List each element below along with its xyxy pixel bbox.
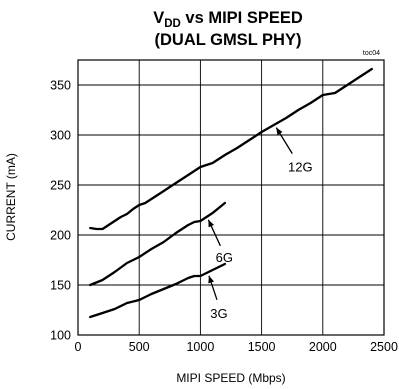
series-label-6g: 6G bbox=[216, 250, 233, 265]
x-tick-label: 500 bbox=[129, 340, 150, 354]
annotations: 12G 6G 3G bbox=[207, 127, 313, 321]
series-label-12g: 12G bbox=[288, 160, 313, 175]
y-tick-label: 150 bbox=[50, 279, 71, 293]
y-tick-label: 100 bbox=[50, 329, 71, 343]
series-line-3g bbox=[89, 262, 227, 319]
series-line-12g bbox=[89, 67, 373, 231]
plot-frame bbox=[77, 59, 385, 336]
y-tick-label: 250 bbox=[50, 179, 71, 193]
y-axis-label: CURRENT (mA) bbox=[4, 153, 18, 241]
annotation-arrowhead-12g bbox=[276, 127, 283, 136]
x-tick-label: 1000 bbox=[186, 340, 214, 354]
figure-tag: toc04 bbox=[363, 50, 380, 57]
y-tick-label: 200 bbox=[50, 229, 71, 243]
x-axis-label: MIPI SPEED (Mbps) bbox=[176, 371, 285, 385]
x-tick-label: 2500 bbox=[370, 340, 398, 354]
y-tick-labels: 100 150 200 250 300 350 bbox=[50, 79, 71, 343]
series-label-3g: 3G bbox=[210, 306, 227, 321]
grid bbox=[78, 60, 384, 335]
annotation-arrowhead-3g bbox=[208, 275, 214, 284]
x-tick-label: 2000 bbox=[309, 340, 337, 354]
x-tick-labels: 0 500 1000 1500 2000 2500 bbox=[75, 340, 398, 354]
y-tick-label: 300 bbox=[50, 129, 71, 143]
series-lines bbox=[89, 67, 373, 319]
y-tick-label: 350 bbox=[50, 79, 71, 93]
chart-title: VDD vs MIPI SPEED (DUAL GMSL PHY) bbox=[153, 9, 303, 49]
x-tick-label: 0 bbox=[75, 340, 82, 354]
annotation-arrowhead-6g bbox=[208, 219, 214, 228]
x-tick-label: 1500 bbox=[248, 340, 276, 354]
chart-title-line1: VDD vs MIPI SPEED bbox=[153, 9, 303, 30]
series-line-6g bbox=[89, 201, 227, 287]
chart-title-line2: (DUAL GMSL PHY) bbox=[155, 31, 302, 49]
